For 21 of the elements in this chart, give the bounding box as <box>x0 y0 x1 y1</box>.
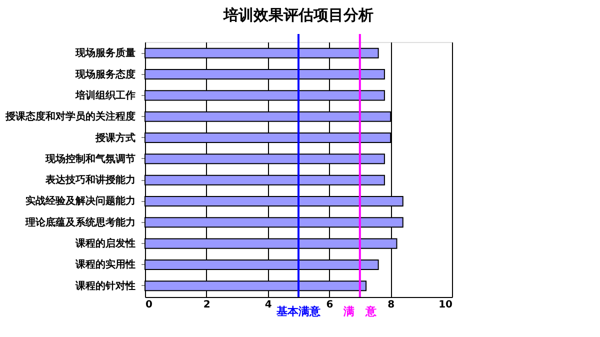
y-tick-label: 表达技巧和讲授能力 <box>44 174 136 186</box>
x-tick-label: 4 <box>264 300 272 310</box>
chart-title: 培训效果评估项目分析 <box>222 6 374 24</box>
y-tick-label: 理论底蕴及系统思考能力 <box>24 216 136 228</box>
y-tick-label: 授课方式 <box>94 132 136 144</box>
x-tick-label: 6 <box>326 300 334 310</box>
y-tick-label: 课程的实用性 <box>74 258 136 271</box>
x-tick-label: 10 <box>438 300 453 310</box>
x-tick-label: 2 <box>203 300 210 310</box>
y-tick-label: 课程的启发性 <box>74 238 136 250</box>
y-tick-label: 现场服务质量 <box>74 47 136 60</box>
y-tick-label: 课程的针对性 <box>74 280 136 292</box>
y-tick-label: 实战经验及解决问题能力 <box>26 195 136 208</box>
x-tick-label: 0 <box>146 300 152 310</box>
ref-line-label: 基本满意 <box>276 305 322 318</box>
y-tick-label: 授课态度和对学员的关注程度 <box>4 110 136 123</box>
y-tick-label: 现场服务态度 <box>74 68 136 80</box>
y-tick-label: 培训组织工作 <box>74 89 136 102</box>
y-tick-label: 现场控制和气氛调节 <box>44 152 136 165</box>
ref-line-label: 满 意 <box>342 305 378 318</box>
x-tick-label: 8 <box>388 300 395 310</box>
